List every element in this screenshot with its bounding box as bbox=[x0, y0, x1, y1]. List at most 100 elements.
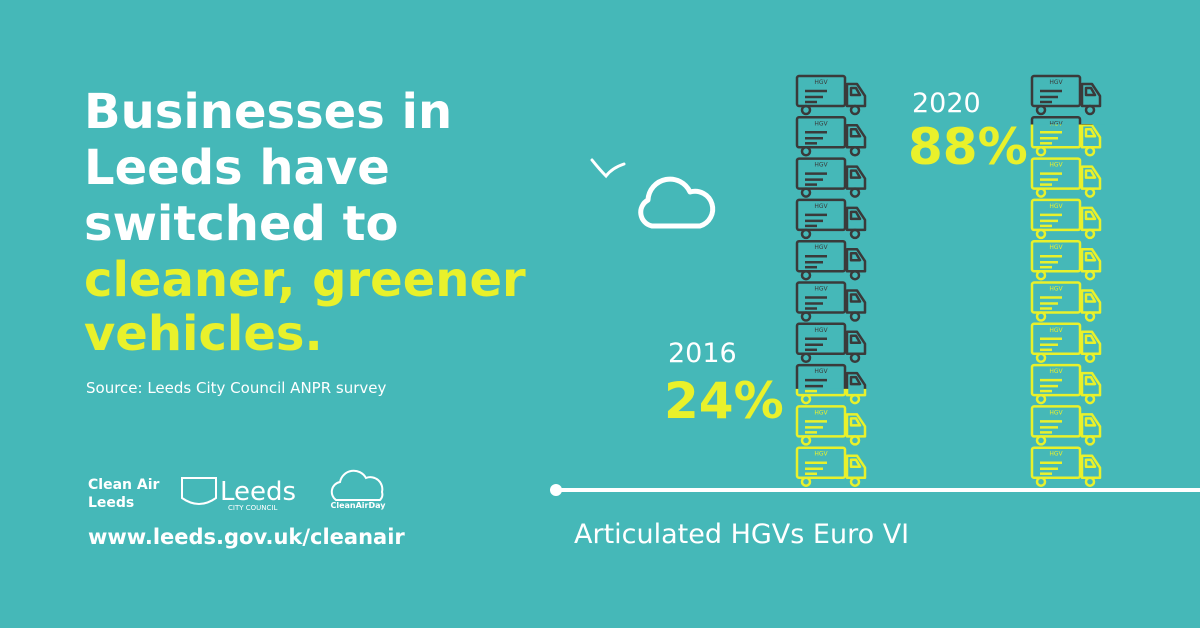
window bbox=[849, 334, 862, 345]
cab bbox=[1080, 206, 1102, 232]
trailer bbox=[1030, 446, 1082, 479]
wheel bbox=[800, 352, 812, 364]
wheel bbox=[849, 435, 861, 446]
wheel bbox=[1084, 104, 1096, 116]
window bbox=[849, 210, 862, 221]
window bbox=[1084, 334, 1097, 345]
wheel bbox=[800, 104, 812, 116]
wheel bbox=[800, 311, 812, 322]
trailer bbox=[795, 388, 847, 397]
truck-icon: HGV bbox=[795, 388, 867, 405]
icon-label: HGV bbox=[1049, 244, 1063, 251]
truck-icon: HGV bbox=[795, 281, 867, 322]
truck-icon: HGV bbox=[1030, 157, 1102, 198]
cab bbox=[1080, 413, 1102, 438]
truck-icon: HGV bbox=[1030, 363, 1102, 405]
wheel bbox=[849, 311, 861, 322]
wheel bbox=[1084, 352, 1096, 364]
cab bbox=[845, 247, 867, 273]
bird bbox=[590, 158, 626, 179]
icon-label: HGV bbox=[814, 203, 828, 210]
cab bbox=[845, 388, 867, 397]
logo-text: Clean Air bbox=[88, 477, 159, 493]
window bbox=[849, 293, 862, 303]
wheel bbox=[849, 228, 861, 240]
truck-icon: HGV bbox=[1030, 239, 1102, 281]
value-label: 24% bbox=[664, 372, 784, 430]
trailer bbox=[795, 74, 847, 108]
title-line: Businesses in bbox=[84, 84, 452, 140]
trailer bbox=[1030, 239, 1082, 273]
truck-icon: HGV bbox=[1030, 405, 1102, 446]
window bbox=[849, 169, 862, 179]
icon-label: HGV bbox=[814, 120, 828, 127]
icon-label: HGV bbox=[814, 368, 828, 375]
truck-icon: HGV bbox=[795, 116, 867, 157]
wheel bbox=[800, 228, 812, 240]
wheel bbox=[1035, 311, 1047, 322]
truck-icon: HGV bbox=[795, 446, 867, 487]
category-label: 2020 bbox=[912, 88, 981, 119]
wheel bbox=[1035, 146, 1047, 157]
wheel bbox=[849, 146, 861, 157]
wheel bbox=[800, 435, 812, 446]
title-line: Leeds have bbox=[84, 140, 390, 196]
window bbox=[849, 375, 862, 386]
wheel bbox=[849, 187, 861, 198]
icon-label: HGV bbox=[814, 162, 828, 169]
wheel bbox=[800, 187, 812, 198]
truck-icon: HGV bbox=[1030, 322, 1102, 364]
cab bbox=[1080, 165, 1102, 190]
icon-label: HGV bbox=[1049, 451, 1063, 458]
title-highlight: cleaner, greener bbox=[84, 252, 526, 308]
wheel bbox=[800, 146, 812, 157]
cab bbox=[1080, 289, 1102, 314]
value-label: 88% bbox=[908, 118, 1028, 176]
window bbox=[849, 128, 862, 138]
wheel bbox=[800, 393, 812, 405]
truck-icon: HGV bbox=[795, 322, 867, 364]
title-highlight: vehicles. bbox=[84, 306, 323, 362]
wheel bbox=[800, 269, 812, 281]
cab bbox=[845, 206, 867, 232]
icon-label: HGV bbox=[814, 451, 828, 458]
wheel bbox=[1084, 146, 1096, 157]
wheel bbox=[1035, 187, 1047, 198]
trailer bbox=[1030, 198, 1082, 232]
icon-label: HGV bbox=[1049, 409, 1063, 416]
truck-icon: HGV bbox=[795, 198, 867, 240]
window bbox=[1084, 293, 1097, 303]
cab bbox=[845, 454, 867, 479]
cab bbox=[1080, 82, 1102, 108]
cab bbox=[845, 330, 867, 356]
cab bbox=[845, 82, 867, 108]
wheel bbox=[1035, 435, 1047, 446]
window bbox=[1084, 86, 1097, 97]
cab bbox=[1080, 454, 1102, 479]
wheel bbox=[849, 393, 861, 405]
trailer bbox=[1030, 157, 1082, 190]
wheel bbox=[1084, 435, 1096, 446]
truck-icon: HGV bbox=[795, 74, 867, 116]
cab bbox=[845, 124, 867, 149]
icon-label: HGV bbox=[1049, 368, 1063, 375]
icon-label: HGV bbox=[814, 286, 828, 293]
window bbox=[849, 86, 862, 97]
trailer bbox=[1030, 124, 1082, 149]
window bbox=[1084, 458, 1097, 468]
trailer bbox=[795, 322, 847, 356]
cab bbox=[1080, 124, 1102, 149]
icon-label: HGV bbox=[1049, 203, 1063, 210]
window bbox=[1084, 375, 1097, 386]
trailer bbox=[795, 157, 847, 190]
trailer bbox=[1030, 322, 1082, 356]
window bbox=[1084, 128, 1097, 138]
icon-label: HGV bbox=[814, 327, 828, 334]
cab bbox=[845, 413, 867, 438]
icon-label: HGV bbox=[814, 244, 828, 251]
window bbox=[1084, 417, 1097, 427]
logo-text: Leeds bbox=[88, 495, 134, 511]
url: www.leeds.gov.uk/cleanair bbox=[88, 525, 405, 549]
